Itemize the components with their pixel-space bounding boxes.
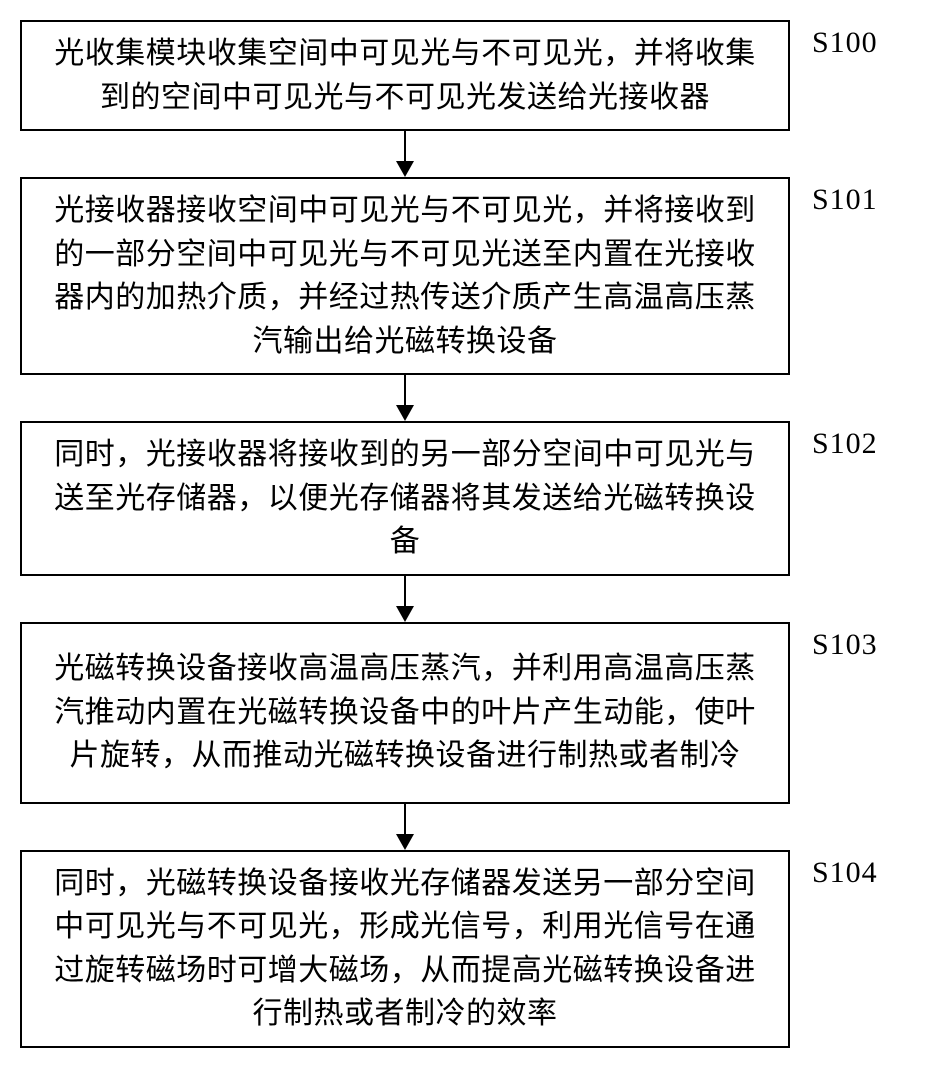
flow-step-s102: 同时，光接收器将接收到的另一部分空间中可见光与送至光存储器，以便光存储器将其发送… <box>20 421 909 576</box>
step-label: S104 <box>812 856 878 890</box>
step-label: S101 <box>812 183 878 217</box>
step-text: 光磁转换设备接收高温高压蒸汽，并利用高温高压蒸汽推动内置在光磁转换设备中的叶片产… <box>40 647 770 778</box>
step-box: 光接收器接收空间中可见光与不可见光，并将接收到的一部分空间中可见光与不可见光送至… <box>20 177 790 375</box>
step-text: 同时，光磁转换设备接收光存储器发送另一部分空间中可见光与不可见光，形成光信号，利… <box>40 862 770 1036</box>
flow-step-s100: 光收集模块收集空间中可见光与不可见光，并将收集到的空间中可见光与不可见光发送给光… <box>20 20 909 131</box>
arrow-s101-s102 <box>20 375 790 421</box>
step-label: S103 <box>812 628 878 662</box>
step-box: 同时，光接收器将接收到的另一部分空间中可见光与送至光存储器，以便光存储器将其发送… <box>20 421 790 576</box>
step-box: 光收集模块收集空间中可见光与不可见光，并将收集到的空间中可见光与不可见光发送给光… <box>20 20 790 131</box>
step-label: S100 <box>812 26 878 60</box>
step-text: 光收集模块收集空间中可见光与不可见光，并将收集到的空间中可见光与不可见光发送给光… <box>40 32 770 119</box>
step-box: 同时，光磁转换设备接收光存储器发送另一部分空间中可见光与不可见光，形成光信号，利… <box>20 850 790 1048</box>
step-box: 光磁转换设备接收高温高压蒸汽，并利用高温高压蒸汽推动内置在光磁转换设备中的叶片产… <box>20 622 790 804</box>
arrow-s102-s103 <box>20 576 790 622</box>
arrow-s100-s101 <box>20 131 790 177</box>
flowchart: 光收集模块收集空间中可见光与不可见光，并将收集到的空间中可见光与不可见光发送给光… <box>20 20 909 1048</box>
step-text: 光接收器接收空间中可见光与不可见光，并将接收到的一部分空间中可见光与不可见光送至… <box>40 189 770 363</box>
arrow-s103-s104 <box>20 804 790 850</box>
step-label: S102 <box>812 427 878 461</box>
step-text: 同时，光接收器将接收到的另一部分空间中可见光与送至光存储器，以便光存储器将其发送… <box>40 433 770 564</box>
flow-step-s104: 同时，光磁转换设备接收光存储器发送另一部分空间中可见光与不可见光，形成光信号，利… <box>20 850 909 1048</box>
flow-step-s101: 光接收器接收空间中可见光与不可见光，并将接收到的一部分空间中可见光与不可见光送至… <box>20 177 909 375</box>
flow-step-s103: 光磁转换设备接收高温高压蒸汽，并利用高温高压蒸汽推动内置在光磁转换设备中的叶片产… <box>20 622 909 804</box>
